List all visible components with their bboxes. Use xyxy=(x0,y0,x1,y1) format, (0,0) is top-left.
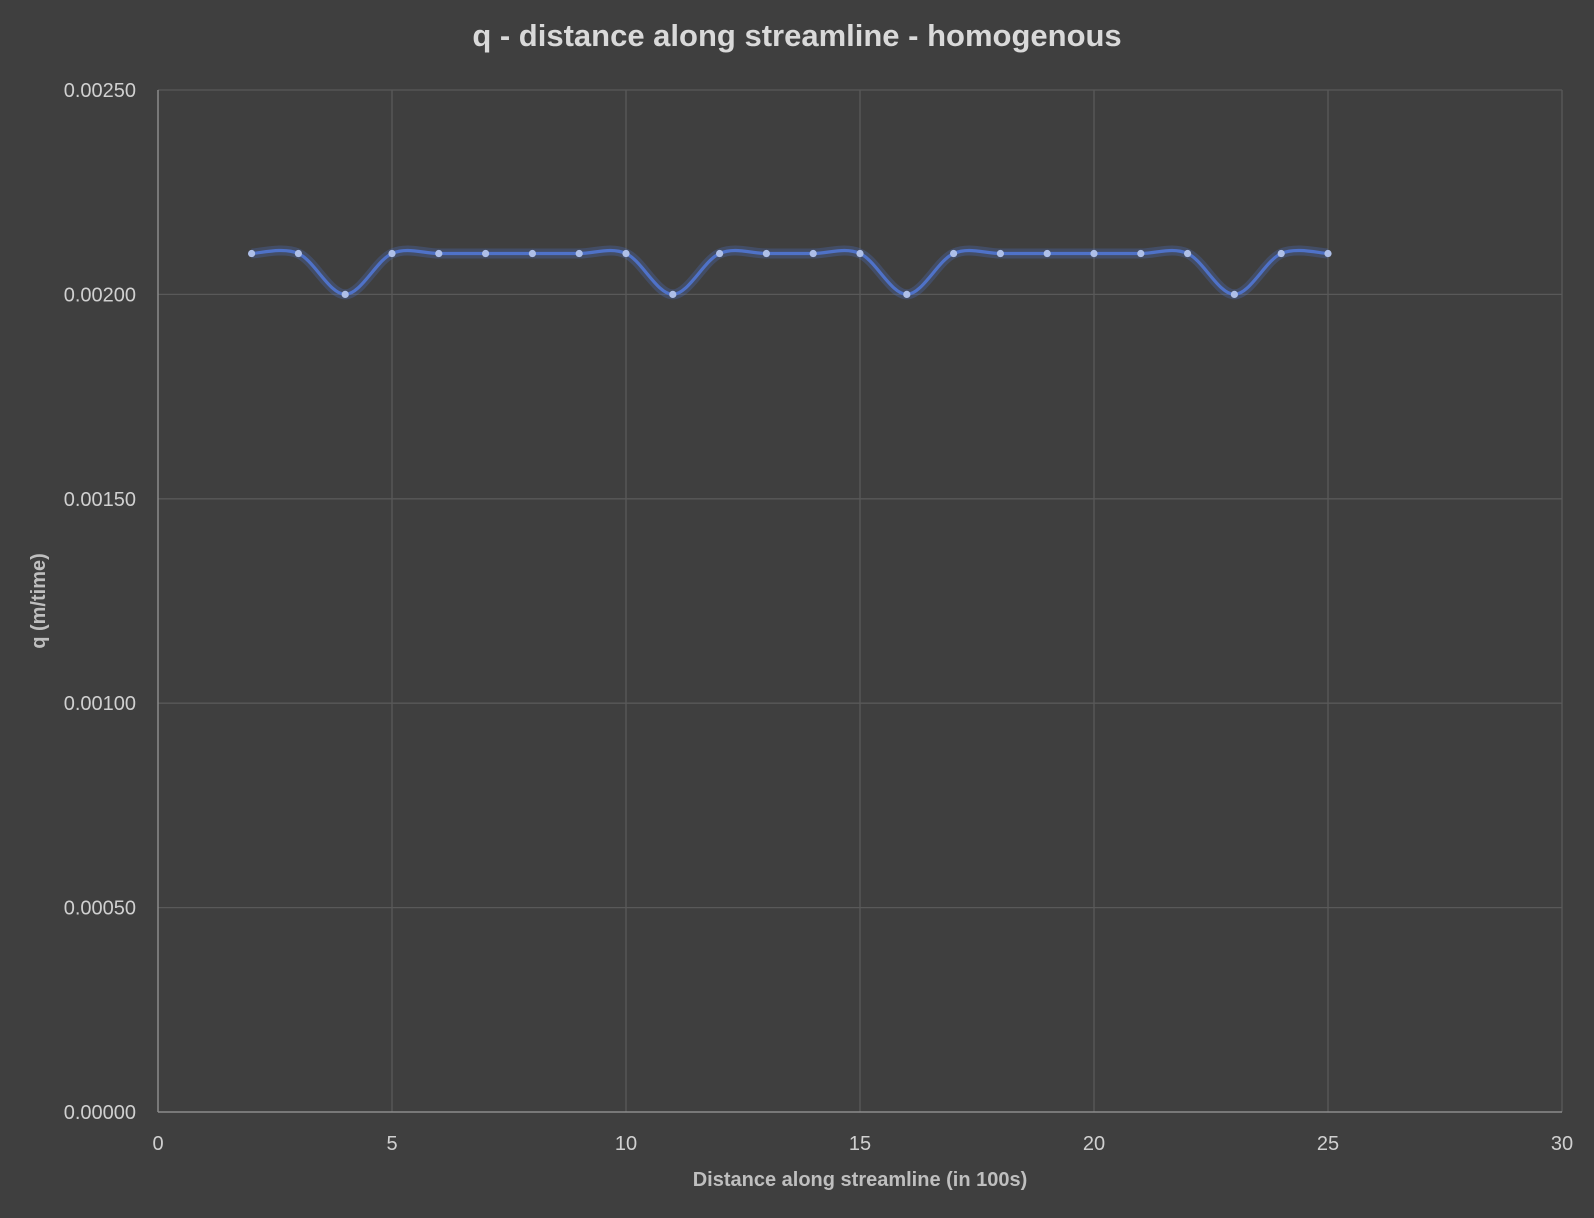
data-point xyxy=(716,249,724,258)
data-point xyxy=(950,249,958,258)
data-point xyxy=(669,290,677,298)
data-point xyxy=(1230,290,1238,298)
data-point xyxy=(1277,249,1285,258)
data-point xyxy=(575,249,583,258)
gridlines xyxy=(158,89,1563,1112)
data-point xyxy=(1090,249,1098,258)
y-tick-label: 0.00000 xyxy=(64,1102,136,1124)
y-tick-label: 0.00250 xyxy=(64,80,136,102)
x-tick-label: 0 xyxy=(152,1133,163,1155)
series-layer xyxy=(248,245,1332,300)
data-point xyxy=(996,249,1005,258)
x-axis-title: Distance along streamline (in 100s) xyxy=(693,1169,1028,1191)
data-point xyxy=(1137,249,1145,258)
x-tick-label: 10 xyxy=(615,1133,637,1155)
data-point xyxy=(435,249,443,258)
y-tick-label: 0.00150 xyxy=(64,489,136,511)
data-point xyxy=(482,249,490,258)
data-point xyxy=(762,249,771,258)
y-tick-label: 0.00100 xyxy=(64,693,136,715)
data-point xyxy=(294,249,302,258)
data-point xyxy=(903,290,911,298)
y-tick-label: 0.00200 xyxy=(64,284,136,306)
data-point xyxy=(856,249,864,258)
tick-labels: 0 5 10 15 20 25 30 0.00000 0.00050 0.00100 0.00150… xyxy=(64,80,1573,1155)
x-tick-label: 5 xyxy=(386,1133,397,1155)
data-point xyxy=(1184,249,1192,258)
data-point xyxy=(622,249,630,258)
x-tick-label: 30 xyxy=(1551,1133,1573,1155)
y-axis-title: q (m/time) xyxy=(28,553,50,649)
y-tick-label: 0.00050 xyxy=(64,898,136,920)
x-tick-label: 15 xyxy=(849,1133,871,1155)
axes xyxy=(157,90,1562,1113)
data-point xyxy=(388,249,396,258)
data-point xyxy=(248,249,256,258)
data-point xyxy=(809,249,817,258)
data-point xyxy=(1043,249,1051,258)
x-tick-label: 25 xyxy=(1317,1133,1339,1155)
series-line xyxy=(251,248,1329,297)
data-point xyxy=(1324,249,1332,258)
data-point xyxy=(528,249,537,258)
chart-title: q - distance along streamline - homogeno… xyxy=(472,18,1121,53)
data-point xyxy=(341,290,349,298)
x-tick-label: 20 xyxy=(1083,1133,1105,1155)
